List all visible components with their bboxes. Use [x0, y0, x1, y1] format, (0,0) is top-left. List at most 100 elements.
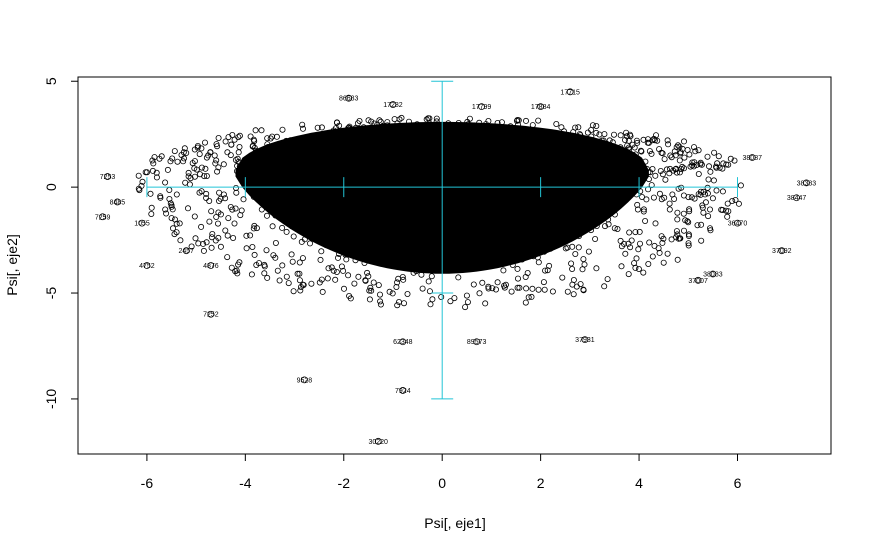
data-point [643, 196, 650, 203]
data-point [220, 161, 227, 168]
data-point [604, 276, 611, 283]
y-tick-label: -10 [43, 389, 59, 409]
data-point [719, 188, 726, 195]
data-point [640, 206, 647, 213]
data-point [338, 137, 345, 144]
data-point [676, 157, 683, 164]
data-point [426, 288, 433, 295]
data-point [625, 152, 632, 159]
data-point [484, 254, 491, 261]
data-point [352, 257, 359, 264]
data-point [249, 243, 256, 250]
data-point [153, 169, 160, 176]
data-point [457, 185, 464, 192]
data-point [482, 190, 489, 197]
data-point [393, 171, 400, 178]
data-point [301, 236, 308, 243]
data-point [414, 121, 421, 128]
data-point [568, 260, 575, 267]
data-point [634, 206, 641, 213]
data-point [318, 201, 325, 208]
data-point [526, 144, 533, 151]
data-point [281, 217, 288, 224]
data-point [424, 216, 431, 223]
data-point [299, 255, 306, 262]
data-point [447, 298, 454, 305]
data-point [662, 176, 669, 183]
data-point [365, 273, 372, 280]
data-point [640, 208, 647, 215]
data-point [575, 210, 582, 217]
data-point [324, 197, 331, 204]
data-point [559, 155, 566, 162]
data-point [575, 244, 582, 251]
data-point [288, 207, 295, 214]
data-point [177, 237, 184, 244]
data-point [319, 195, 326, 202]
data-point [340, 199, 347, 206]
data-point [619, 185, 626, 192]
data-point [278, 152, 285, 159]
data-point [587, 169, 594, 176]
data-point [443, 140, 450, 147]
data-point [609, 148, 616, 155]
data-point [403, 195, 410, 202]
data-point [380, 240, 387, 247]
data-point [438, 293, 445, 300]
data-point [143, 169, 150, 176]
data-point [273, 174, 280, 181]
data-point [572, 159, 579, 166]
data-point [217, 195, 224, 202]
data-point [236, 168, 243, 175]
x-axis: -6 -4 -2 0 2 4 6 [141, 453, 742, 491]
data-point [468, 166, 475, 173]
data-point [697, 188, 704, 195]
data-point [255, 161, 262, 168]
data-point [427, 156, 434, 163]
data-point [296, 192, 303, 199]
data-point [581, 261, 588, 268]
data-point [299, 125, 306, 132]
data-point [399, 273, 406, 280]
data-point [694, 222, 701, 229]
data-point [171, 231, 178, 238]
data-point [562, 156, 569, 163]
data-point [362, 191, 369, 198]
data-point [415, 183, 422, 190]
point-label: 37931 [575, 337, 595, 344]
data-point [314, 169, 321, 176]
data-point [389, 251, 396, 258]
data-point [460, 253, 467, 260]
data-point [345, 144, 352, 151]
data-point [444, 145, 451, 152]
data-point [444, 192, 451, 199]
data-point [288, 223, 295, 230]
labeled-point [99, 213, 107, 221]
data-point [253, 225, 260, 232]
data-point [659, 239, 666, 246]
data-point [365, 117, 372, 124]
data-point [253, 147, 260, 154]
data-point [464, 299, 471, 306]
data-point [625, 240, 632, 247]
data-point [317, 238, 324, 245]
data-point [404, 290, 411, 297]
data-point [148, 210, 155, 217]
data-point [659, 171, 666, 178]
data-point [588, 227, 595, 234]
data-point [194, 144, 201, 151]
data-point [645, 169, 652, 176]
data-point [506, 256, 513, 263]
data-point [578, 139, 585, 146]
data-point [706, 163, 713, 170]
data-point [220, 191, 227, 198]
data-point [528, 133, 535, 140]
data-point [476, 167, 483, 174]
data-point [541, 248, 548, 255]
data-point [406, 228, 413, 235]
data-point [498, 166, 505, 173]
data-point [243, 232, 250, 239]
data-point [422, 194, 429, 201]
data-point [531, 171, 538, 178]
data-point [394, 279, 401, 286]
